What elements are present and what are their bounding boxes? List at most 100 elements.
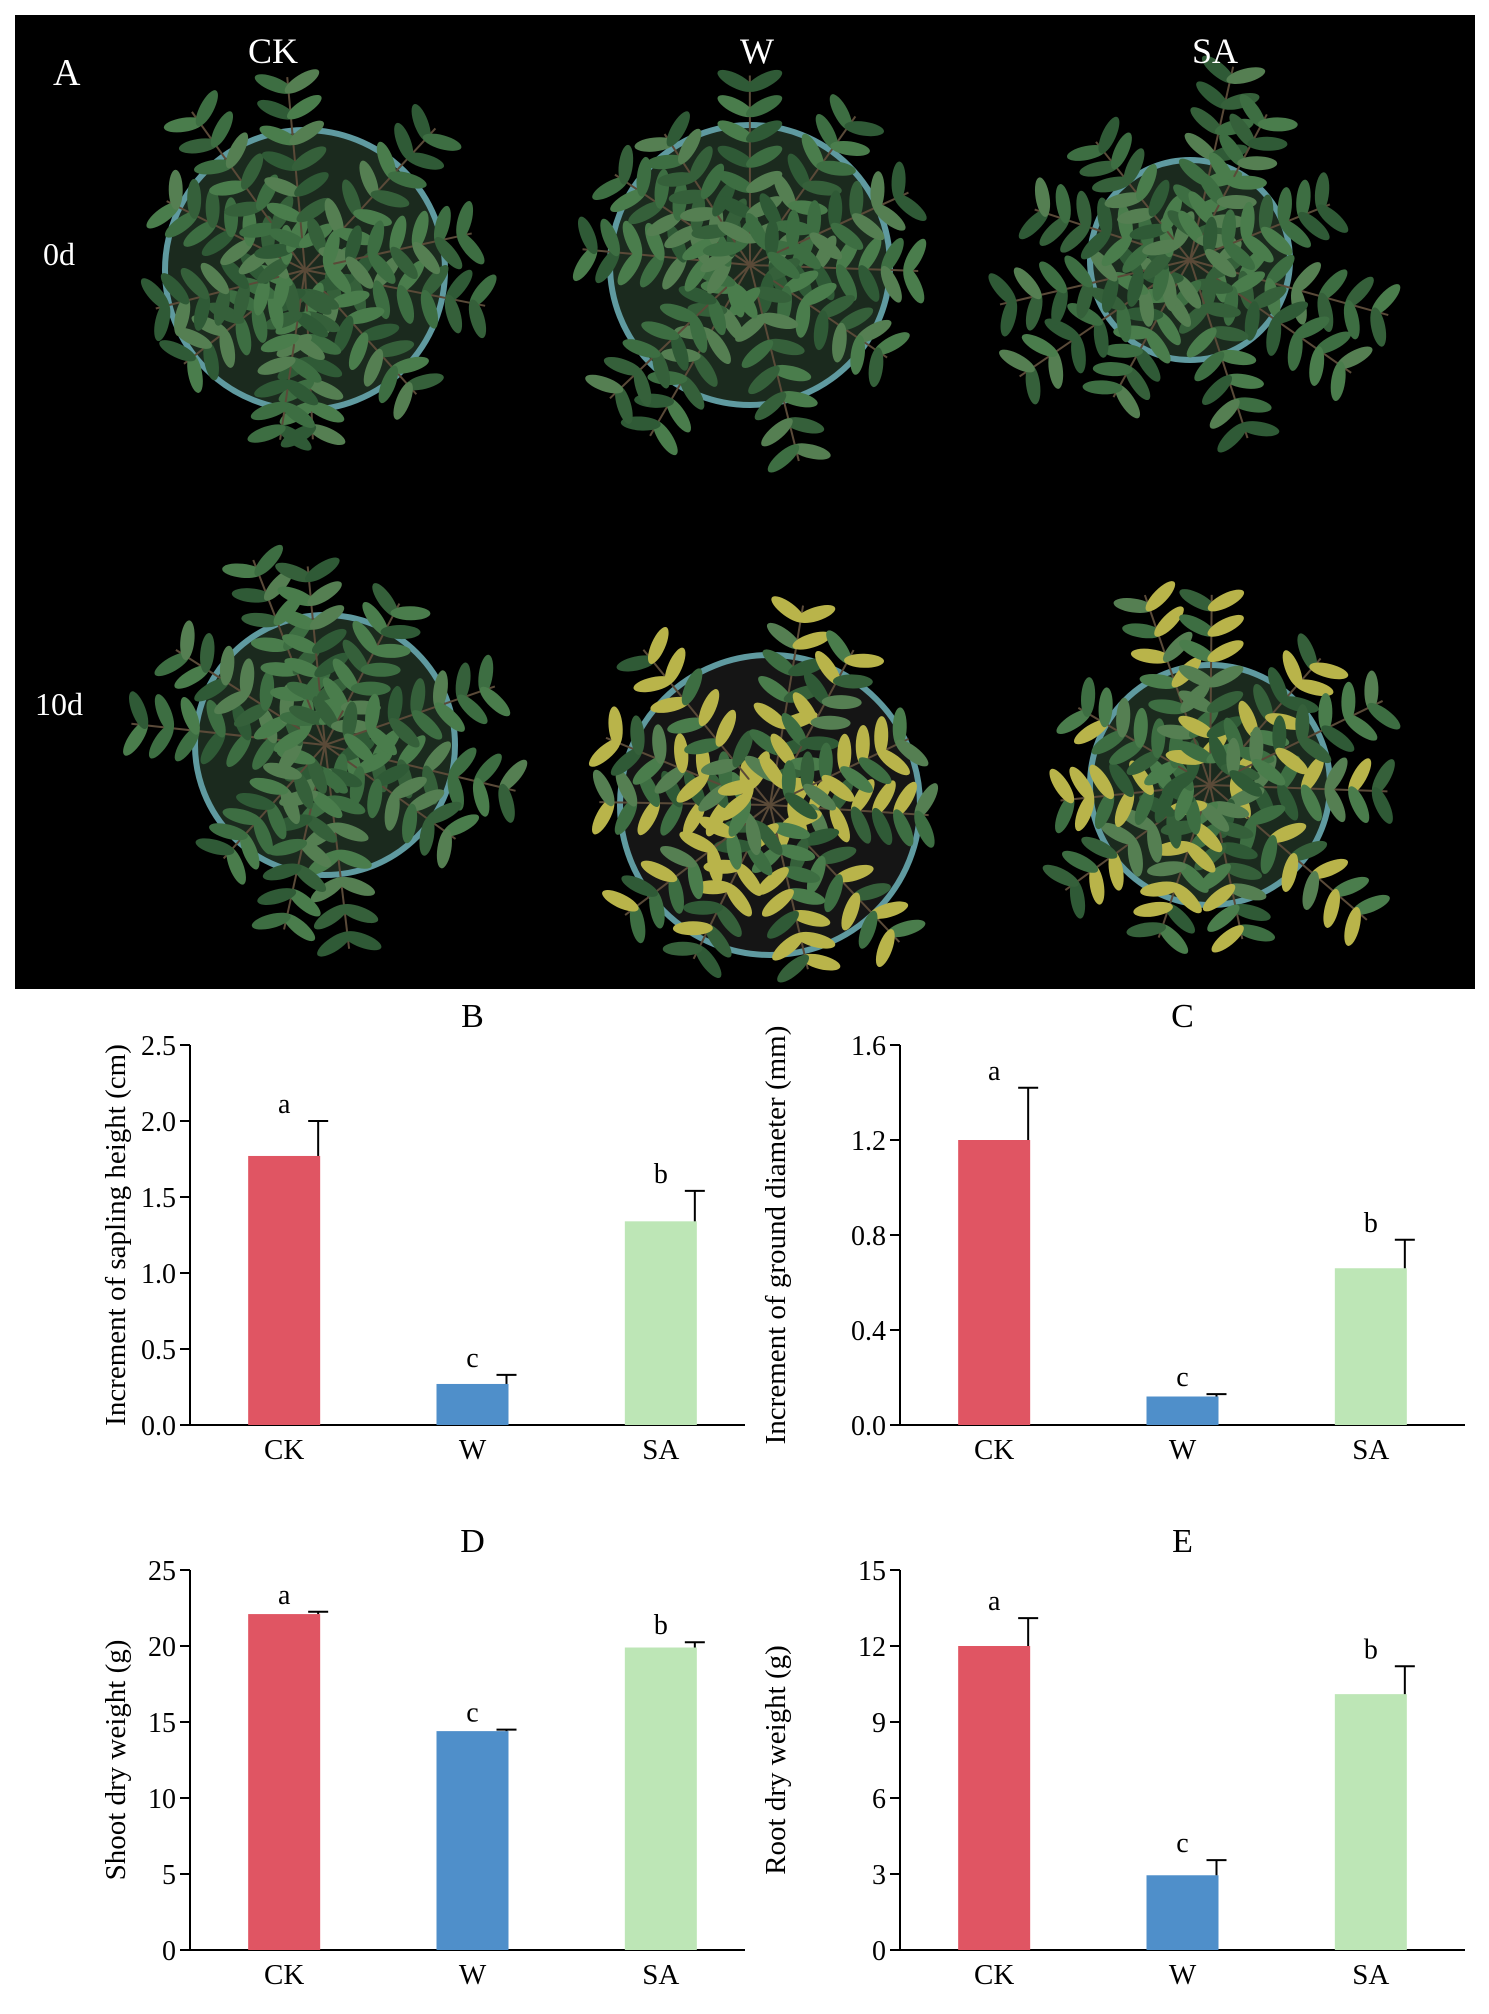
leaflet (662, 254, 687, 290)
leaflet (628, 201, 664, 225)
leaflet (666, 111, 690, 147)
leaflet (333, 849, 372, 869)
leaflet (472, 777, 490, 817)
leaflet (844, 653, 885, 668)
leaflet (1193, 278, 1234, 294)
leaflet (649, 889, 665, 929)
leaflet (1178, 715, 1215, 739)
leaflet (1153, 840, 1194, 856)
leaflet (756, 821, 783, 855)
leaflet (886, 919, 926, 938)
leaflet (746, 120, 783, 143)
leaflet (154, 652, 190, 677)
leaflet (1297, 633, 1318, 671)
leaflet (572, 246, 598, 282)
x-tick-label: CK (974, 1959, 1014, 1991)
leaflet (832, 674, 873, 689)
leaflet (1236, 924, 1276, 942)
leaflet (1114, 384, 1141, 419)
chart-title: B (461, 998, 484, 1035)
leaflet (1125, 365, 1151, 401)
column-label-sa: SA (1192, 31, 1238, 71)
leaflet (1207, 640, 1244, 663)
leaflet (880, 265, 902, 303)
leaflet (893, 809, 914, 847)
leaflet (160, 273, 190, 305)
y-tick-label: 12 (858, 1632, 886, 1663)
leaflet (1226, 67, 1266, 85)
x-tick-label: SA (642, 1434, 679, 1466)
leaflet (745, 213, 768, 250)
leaflet (1139, 673, 1180, 689)
leaflet (1277, 187, 1292, 227)
y-tick-label: 0.4 (851, 1316, 886, 1347)
leaflet (1021, 334, 1058, 357)
leaflet (1110, 132, 1132, 170)
leaflet (259, 125, 298, 146)
leaflet (674, 733, 689, 774)
leaflet (1208, 152, 1235, 187)
significance-letter: c (466, 1343, 478, 1374)
leaflet (717, 196, 754, 219)
leaflet (1000, 297, 1018, 337)
plant-w-10d (588, 596, 939, 983)
leaflet (1025, 291, 1043, 331)
leaflet (1081, 836, 1118, 859)
significance-letter: b (654, 1159, 668, 1190)
leaflet (715, 709, 737, 747)
leaflet (1130, 648, 1171, 664)
leaflet (680, 207, 720, 222)
leaflet (1109, 762, 1134, 798)
leaflet (781, 760, 796, 801)
stem (1209, 594, 1213, 786)
leaflet (577, 216, 598, 255)
leaflet (855, 724, 870, 765)
leaflet (810, 715, 851, 730)
stem (624, 804, 771, 916)
leaflet (687, 859, 704, 900)
leaflet (257, 356, 296, 375)
chart-d-shoot-dry-weight: D 0 5 10 15 20 25 Shoot dry weight (g) a CK c Wb SA (100, 1523, 745, 1991)
chart-c-ground-diameter: C 0.0 0.4 0.8 1.2 1.6 Increment of ground diam… (760, 998, 1465, 1466)
leaflet (1231, 903, 1271, 921)
leaflet (1194, 351, 1225, 382)
leaflet (653, 420, 678, 456)
leaflet (776, 844, 816, 861)
leaflet (796, 605, 836, 624)
y-tick-label: 6 (872, 1784, 886, 1815)
stem (286, 77, 306, 271)
leaflet (828, 190, 843, 231)
leaflet (1152, 261, 1170, 301)
leaflet (761, 418, 793, 447)
leaflet (1331, 876, 1369, 897)
leaflet (1133, 901, 1173, 917)
leaflet (180, 267, 210, 300)
leaflet (193, 291, 211, 331)
leaflet (1116, 302, 1132, 343)
leaflet (239, 222, 279, 238)
significance-letter: a (988, 1056, 1001, 1087)
leaflet (874, 716, 889, 757)
leaflet (390, 246, 418, 279)
leaflet (1344, 714, 1378, 741)
y-tick-label: 20 (148, 1632, 176, 1663)
leaflet (233, 281, 250, 321)
leaflet (1348, 786, 1370, 823)
leaflet (1232, 397, 1272, 413)
leaflet (1343, 300, 1360, 340)
leaflet (1209, 326, 1249, 342)
leaflet (410, 678, 426, 718)
leaflet (1135, 347, 1161, 382)
leaflet (1371, 284, 1401, 316)
leaflet (304, 815, 338, 843)
leaflet (445, 269, 473, 303)
leaflet (498, 783, 515, 823)
leaflet (1064, 255, 1093, 288)
leaflet (741, 339, 774, 369)
leaflet (618, 144, 634, 185)
leaflet (761, 888, 794, 917)
leaflet (168, 169, 183, 210)
leaflet (310, 790, 343, 819)
leaflet (373, 764, 410, 787)
leaflet (239, 831, 260, 870)
